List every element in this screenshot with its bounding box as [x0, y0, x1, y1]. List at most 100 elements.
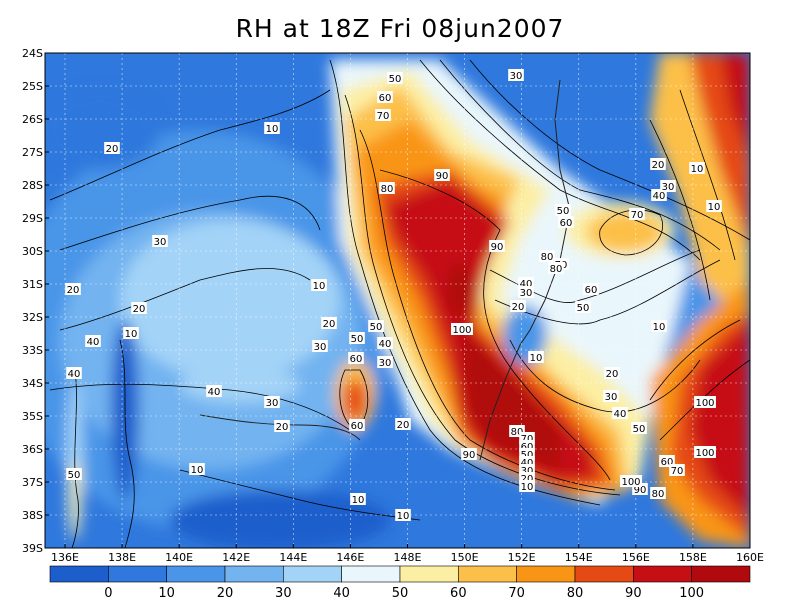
svg-text:30: 30: [154, 237, 167, 248]
colorbar-swatch: [166, 565, 226, 583]
contour-value-label: 50: [349, 332, 365, 345]
colorbar-swatch: [224, 565, 284, 583]
contour-value-label: 60: [348, 352, 364, 365]
latitude-label: 38S: [22, 509, 43, 522]
contour-value-label: 20: [274, 420, 290, 433]
svg-text:20: 20: [106, 144, 119, 155]
contour-value-label: 50: [555, 204, 571, 217]
svg-text:80: 80: [511, 427, 524, 438]
svg-text:30: 30: [521, 466, 534, 477]
latitude-label: 29S: [22, 212, 43, 225]
colorbar-label: 0: [104, 586, 112, 600]
map-title: RH at 18Z Fri 08jun2007: [235, 14, 565, 43]
contour-value-label: 100: [694, 396, 716, 409]
contour-value-label: 80: [379, 182, 395, 195]
longitude-label: 150E: [451, 551, 479, 564]
contour-value-label: 60: [349, 419, 365, 432]
longitude-label: 154E: [565, 551, 593, 564]
svg-text:10: 10: [266, 124, 279, 135]
svg-text:20: 20: [323, 319, 336, 330]
latitude-label: 24S: [22, 47, 43, 60]
colorbar-swatch: [341, 565, 401, 583]
svg-text:50: 50: [521, 450, 534, 461]
contour-value-label: 100: [620, 475, 642, 488]
contour-value-label: 70: [375, 109, 391, 122]
svg-text:40: 40: [520, 279, 533, 290]
svg-text:20: 20: [276, 422, 289, 433]
contour-value-label: 80: [548, 262, 564, 275]
svg-text:90: 90: [436, 171, 449, 182]
contour-value-label: 20: [321, 317, 337, 330]
colorbar-swatch: [49, 565, 109, 583]
latitude-label: 33S: [22, 344, 43, 357]
contour-value-label: 20: [510, 300, 526, 313]
contour-value-label: 90: [461, 448, 477, 461]
svg-text:10: 10: [125, 329, 138, 340]
svg-text:30: 30: [314, 342, 327, 353]
state-border: [199, 414, 361, 441]
contour-value-label: 10: [264, 122, 280, 135]
svg-text:100: 100: [452, 325, 471, 336]
colorbar-label: 100: [679, 586, 704, 600]
contour-value-label: 40: [612, 407, 628, 420]
colorbar: 0 10 20 30 40 50 60 70 80 90 100: [49, 565, 751, 600]
map-frame: [44, 52, 751, 549]
contour-value-label: 30: [660, 180, 676, 193]
svg-text:10: 10: [691, 164, 704, 175]
latitude-label: 39S: [22, 542, 43, 555]
colorbar-swatch: [691, 565, 751, 583]
svg-text:50: 50: [351, 334, 364, 345]
contour-value-label: 30: [603, 390, 619, 403]
colorbar-label: 70: [508, 586, 525, 600]
latitude-label: 28S: [22, 179, 43, 192]
latitude-label: 36S: [22, 443, 43, 456]
svg-text:60: 60: [585, 285, 598, 296]
svg-text:20: 20: [67, 285, 80, 296]
longitude-label: 148E: [394, 551, 422, 564]
svg-text:60: 60: [351, 421, 364, 432]
svg-text:20: 20: [606, 369, 619, 380]
contour-value-label: 10: [706, 200, 722, 213]
contour-value-label: 60: [583, 283, 599, 296]
svg-text:10: 10: [397, 511, 410, 522]
colorbar-swatch: [574, 565, 634, 583]
contour-value-label: 80: [539, 250, 555, 263]
svg-text:40: 40: [379, 339, 392, 350]
svg-text:10: 10: [708, 202, 721, 213]
svg-text:60: 60: [560, 218, 573, 229]
svg-text:80: 80: [381, 184, 394, 195]
latitude-label: 34S: [22, 377, 43, 390]
colorbar-swatch: [458, 565, 517, 583]
contour-value-label: 30: [377, 356, 393, 369]
svg-text:20: 20: [133, 304, 146, 315]
contour-value-label: 70: [669, 464, 685, 477]
contour-value-label: 50: [66, 468, 82, 481]
svg-text:10: 10: [653, 322, 666, 333]
contour-value-label: 30: [518, 286, 534, 299]
svg-text:70: 70: [377, 111, 390, 122]
svg-text:80: 80: [550, 264, 563, 275]
svg-text:20: 20: [397, 420, 410, 431]
contour-value-label: 20: [104, 142, 120, 155]
contour-value-label: 20: [650, 158, 666, 171]
svg-text:80: 80: [652, 489, 665, 500]
svg-text:50: 50: [370, 322, 383, 333]
svg-text:70: 70: [631, 210, 644, 221]
contour-value-label: 100: [694, 446, 716, 459]
longitude-label: 136E: [51, 551, 79, 564]
latitude-label: 30S: [22, 245, 43, 258]
longitude-label: 152E: [508, 551, 536, 564]
colorbar-swatch: [283, 565, 342, 583]
latitude-label: 35S: [22, 410, 43, 423]
svg-text:40: 40: [68, 369, 81, 380]
contour-value-label: 40: [377, 337, 393, 350]
svg-text:50: 50: [633, 424, 646, 435]
longitude-label: 140E: [165, 551, 193, 564]
svg-text:70: 70: [521, 434, 534, 445]
contour-value-label: 30: [264, 396, 280, 409]
contour-value-label: 60: [558, 216, 574, 229]
colorbar-label: 60: [450, 586, 467, 600]
contour-value-label: 100: [451, 323, 473, 336]
contour-value-label: 30: [508, 69, 524, 82]
